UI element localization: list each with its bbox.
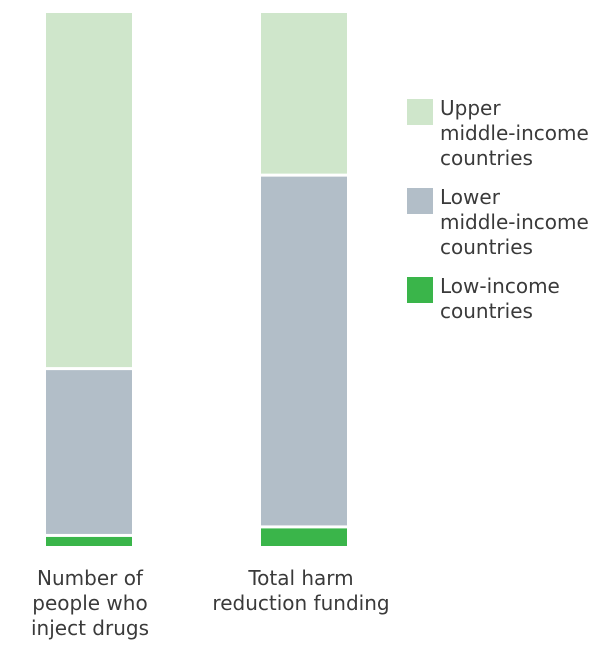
legend-swatch-lower-middle-income [407,188,433,214]
legend-item-low-income: Low-income countries [407,274,612,324]
bar-0-upper-middle-income [46,13,132,368]
category-label-1: Total harm reduction funding [212,566,390,615]
legend-label-lower-middle-income: Lower middle-income countries [440,185,589,259]
legend-label-upper-middle-income: Upper middle-income countries [440,96,589,170]
legend-swatch-low-income [407,277,433,303]
category-label-0: Number of people who inject drugs [31,566,149,640]
legend-label-low-income: Low-income countries [440,274,560,323]
bar-1-lower-middle-income [261,176,347,526]
bar-1-upper-middle-income [261,13,347,174]
bar-0-low-income [46,536,132,546]
legend-swatch-upper-middle-income [407,99,433,125]
legend-item-lower-middle-income: Lower middle-income countries [407,185,612,260]
legend-item-upper-middle-income: Upper middle-income countries [407,96,612,171]
bar-0-lower-middle-income [46,370,132,534]
legend: Upper middle-income countries Lower midd… [407,96,612,338]
bar-1-low-income [261,528,347,546]
